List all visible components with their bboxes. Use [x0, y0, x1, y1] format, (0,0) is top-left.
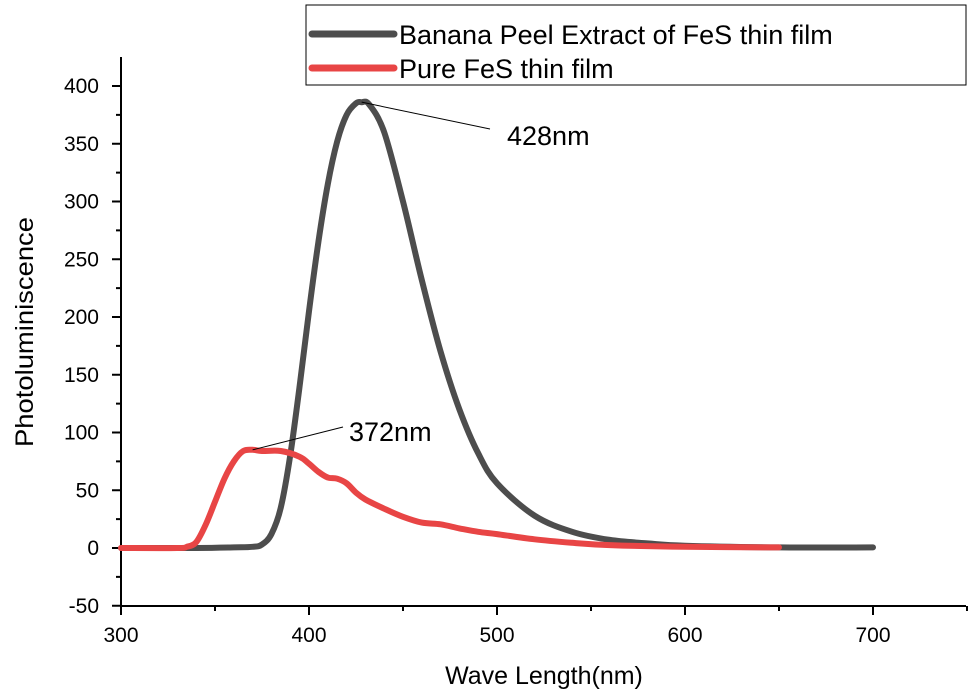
series-line-banana-peel [118, 98, 876, 552]
x-tick-label: 500 [479, 624, 514, 647]
y-tick-label: 100 [64, 422, 99, 445]
legend-box [305, 4, 967, 86]
y-tick-label: 200 [64, 306, 99, 329]
x-tick-label: 700 [855, 624, 890, 647]
annotation-leader-428nm [361, 101, 491, 130]
series-lines [118, 98, 876, 552]
series-line-pure-fes [118, 446, 782, 552]
legend-label-banana-peel: Banana Peel Extract of FeS thin film [399, 20, 833, 50]
annotations: 428nm 372nm [252, 101, 590, 451]
y-tick-label: 50 [76, 479, 99, 502]
y-axis-title: Photoluminiscence [11, 217, 39, 447]
x-tick-label: 300 [103, 624, 138, 647]
y-tick-label: 0 [87, 537, 99, 560]
ticks [112, 85, 968, 615]
axes [120, 57, 966, 607]
annotation-leader-372nm [252, 426, 344, 451]
tick-labels: 300 400 500 600 700 -50 0 50 100 150 200 250 300 350 4… [64, 75, 891, 647]
y-tick-label: 250 [64, 248, 99, 271]
x-axis-title: Wave Length(nm) [445, 662, 643, 690]
x-tick-label: 600 [667, 624, 702, 647]
annotation-372nm: 372nm [349, 417, 432, 447]
annotation-428nm: 428nm [507, 121, 590, 151]
y-tick-label: 400 [64, 75, 99, 98]
legend: Banana Peel Extract of FeS thin film Pur… [305, 4, 967, 86]
y-tick-label: 300 [64, 191, 99, 214]
y-tick-label: 350 [64, 133, 99, 156]
x-tick-label: 400 [291, 624, 326, 647]
legend-label-pure-fes: Pure FeS thin film [399, 54, 614, 84]
y-tick-label: -50 [69, 595, 99, 618]
y-tick-label: 150 [64, 364, 99, 387]
